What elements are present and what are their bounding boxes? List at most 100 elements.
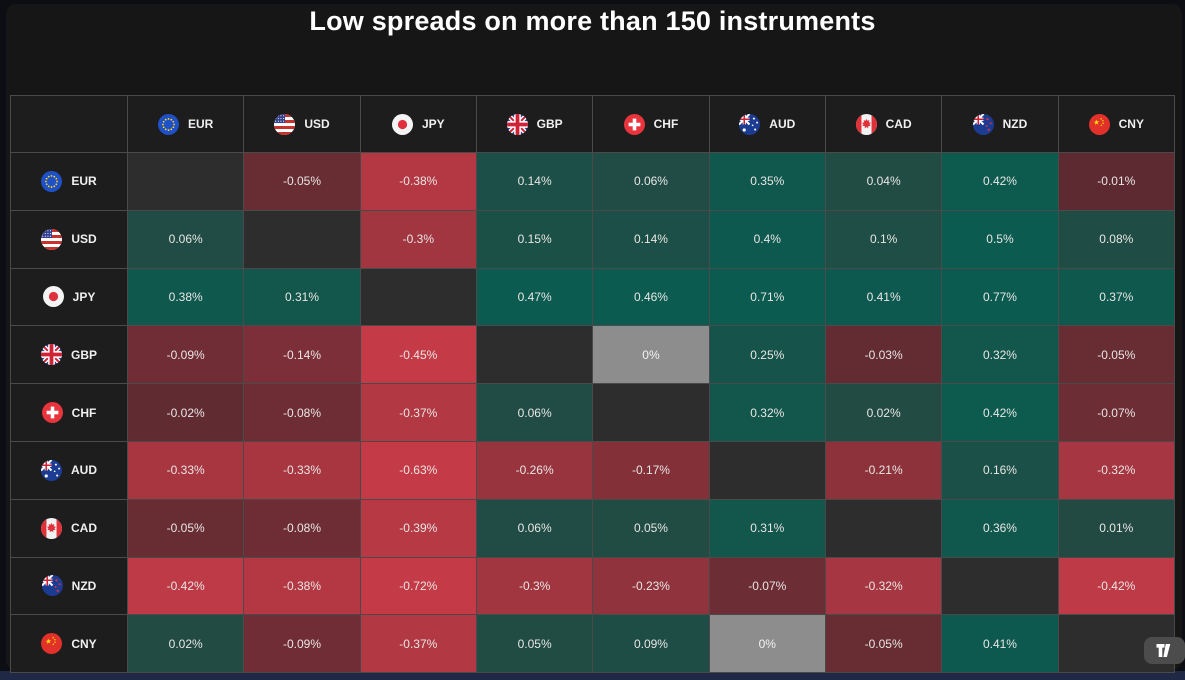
cell-CNY-USD[interactable]: -0.09%	[243, 614, 361, 674]
cell-JPY-EUR[interactable]: 0.38%	[126, 267, 245, 327]
cell-USD-CAD[interactable]: 0.1%	[824, 209, 943, 269]
cell-CNY-EUR[interactable]: 0.02%	[126, 614, 245, 674]
cell-CHF-CAD[interactable]: 0.02%	[824, 383, 943, 442]
cell-USD-JPY[interactable]: -0.3%	[359, 209, 477, 269]
cell-CHF-GBP[interactable]: 0.06%	[475, 383, 594, 442]
cell-AUD-NZD[interactable]: 0.16%	[941, 440, 1059, 500]
cad-flag-icon	[41, 517, 62, 539]
cell-JPY-NZD[interactable]: 0.77%	[941, 267, 1059, 327]
col-header-CHF: CHF	[592, 95, 710, 153]
col-header-label: NZD	[1002, 117, 1028, 131]
cell-JPY-USD[interactable]: 0.31%	[243, 267, 361, 327]
cell-NZD-CNY[interactable]: -0.42%	[1057, 556, 1176, 616]
cell-USD-AUD[interactable]: 0.4%	[708, 209, 826, 269]
cell-CHF-USD[interactable]: -0.08%	[243, 383, 361, 442]
cell-NZD-USD[interactable]: -0.38%	[243, 556, 361, 616]
cell-EUR-GBP[interactable]: 0.14%	[475, 152, 594, 211]
cell-EUR-CAD[interactable]: 0.04%	[824, 152, 943, 211]
cell-GBP-GBP-diagonal	[475, 325, 594, 385]
col-header-label: JPY	[421, 117, 445, 131]
cell-JPY-AUD[interactable]: 0.71%	[708, 267, 826, 327]
cell-AUD-EUR[interactable]: -0.33%	[126, 440, 245, 500]
cny-flag-icon	[41, 633, 63, 655]
col-header-label: CHF	[653, 117, 679, 131]
chf-flag-icon	[623, 113, 645, 135]
cell-EUR-JPY[interactable]: -0.38%	[359, 152, 477, 211]
cell-AUD-JPY[interactable]: -0.63%	[359, 440, 477, 500]
cell-CNY-NZD[interactable]: 0.41%	[941, 614, 1059, 674]
col-header-EUR: EUR	[126, 95, 245, 153]
cell-USD-USD-diagonal	[243, 209, 361, 269]
cell-CNY-AUD[interactable]: 0%	[708, 614, 826, 674]
heatmap-row-NZD: NZD -0.42% -0.38% -0.72% -0.3% -0.23% -0.07% -0…	[10, 556, 1176, 616]
row-header-label: USD	[71, 232, 97, 247]
cell-USD-GBP[interactable]: 0.15%	[475, 209, 594, 269]
cell-GBP-CHF[interactable]: 0%	[592, 325, 710, 385]
cell-NZD-JPY[interactable]: -0.72%	[359, 556, 477, 616]
cell-JPY-CAD[interactable]: 0.41%	[824, 267, 943, 327]
cell-JPY-CHF[interactable]: 0.46%	[592, 267, 710, 327]
chf-flag-icon	[41, 402, 63, 424]
cell-EUR-EUR-diagonal	[126, 152, 245, 211]
cell-NZD-EUR[interactable]: -0.42%	[126, 556, 245, 616]
cell-EUR-CHF[interactable]: 0.06%	[592, 152, 710, 211]
cell-NZD-CHF[interactable]: -0.23%	[592, 556, 710, 616]
cell-AUD-USD[interactable]: -0.33%	[243, 440, 361, 500]
cell-CAD-USD[interactable]: -0.08%	[243, 498, 361, 558]
cell-AUD-CNY[interactable]: -0.32%	[1057, 440, 1176, 500]
cell-NZD-CAD[interactable]: -0.32%	[824, 556, 943, 616]
cell-CAD-NZD[interactable]: 0.36%	[941, 498, 1059, 558]
row-header-label: GBP	[70, 347, 97, 362]
col-header-label: GBP	[536, 117, 563, 131]
cell-USD-EUR[interactable]: 0.06%	[126, 209, 245, 269]
cell-CHF-JPY[interactable]: -0.37%	[359, 383, 477, 442]
cell-CNY-JPY[interactable]: -0.37%	[359, 614, 477, 674]
row-header-CNY: CNY	[10, 614, 128, 674]
cell-GBP-JPY[interactable]: -0.45%	[359, 325, 477, 385]
cell-AUD-CHF[interactable]: -0.17%	[592, 440, 710, 500]
cell-CHF-AUD[interactable]: 0.32%	[708, 383, 826, 442]
cell-GBP-NZD[interactable]: 0.32%	[941, 325, 1059, 385]
jpy-flag-icon	[391, 113, 413, 135]
cell-JPY-JPY-diagonal	[359, 267, 477, 327]
cell-JPY-GBP[interactable]: 0.47%	[475, 267, 594, 327]
cell-EUR-AUD[interactable]: 0.35%	[708, 152, 826, 211]
cell-GBP-CAD[interactable]: -0.03%	[824, 325, 943, 385]
cell-CAD-CHF[interactable]: 0.05%	[592, 498, 710, 558]
cell-CAD-AUD[interactable]: 0.31%	[708, 498, 826, 558]
cell-GBP-AUD[interactable]: 0.25%	[708, 325, 826, 385]
cell-USD-NZD[interactable]: 0.5%	[941, 209, 1059, 269]
cell-NZD-NZD-diagonal	[941, 556, 1059, 616]
cell-GBP-CNY[interactable]: -0.05%	[1057, 325, 1176, 385]
cell-EUR-USD[interactable]: -0.05%	[243, 152, 361, 211]
row-header-label: JPY	[72, 289, 96, 304]
cell-GBP-USD[interactable]: -0.14%	[243, 325, 361, 385]
row-header-label: AUD	[71, 463, 97, 478]
cell-CNY-CAD[interactable]: -0.05%	[824, 614, 943, 674]
cell-EUR-CNY[interactable]: -0.01%	[1057, 152, 1176, 211]
cell-USD-CHF[interactable]: 0.14%	[592, 209, 710, 269]
cell-NZD-GBP[interactable]: -0.3%	[475, 556, 594, 616]
cell-AUD-GBP[interactable]: -0.26%	[475, 440, 594, 500]
cell-JPY-CNY[interactable]: 0.37%	[1057, 267, 1176, 327]
heatmap-row-EUR: EUR -0.05% -0.38% 0.14% 0.06% 0.35% 0.04% 0.42%…	[10, 152, 1176, 211]
cell-CNY-CHF[interactable]: 0.09%	[592, 614, 710, 674]
cell-CAD-GBP[interactable]: 0.06%	[475, 498, 594, 558]
row-header-AUD: AUD	[10, 440, 128, 500]
row-header-label: CNY	[71, 636, 97, 651]
cell-CHF-EUR[interactable]: -0.02%	[126, 383, 245, 442]
cell-CAD-CNY[interactable]: 0.01%	[1057, 498, 1176, 558]
cell-CNY-GBP[interactable]: 0.05%	[475, 614, 594, 674]
tradingview-logo-button[interactable]	[1144, 637, 1185, 664]
cell-CAD-JPY[interactable]: -0.39%	[359, 498, 477, 558]
cell-EUR-NZD[interactable]: 0.42%	[941, 152, 1059, 211]
cell-USD-CNY[interactable]: 0.08%	[1057, 209, 1176, 269]
cell-CHF-NZD[interactable]: 0.42%	[941, 383, 1059, 442]
cell-NZD-AUD[interactable]: -0.07%	[708, 556, 826, 616]
cell-GBP-EUR[interactable]: -0.09%	[126, 325, 245, 385]
col-header-CNY: CNY	[1057, 95, 1176, 153]
cell-CHF-CNY[interactable]: -0.07%	[1057, 383, 1176, 442]
cell-CAD-EUR[interactable]: -0.05%	[126, 498, 245, 558]
row-header-NZD: NZD	[10, 556, 128, 616]
cell-AUD-CAD[interactable]: -0.21%	[824, 440, 943, 500]
